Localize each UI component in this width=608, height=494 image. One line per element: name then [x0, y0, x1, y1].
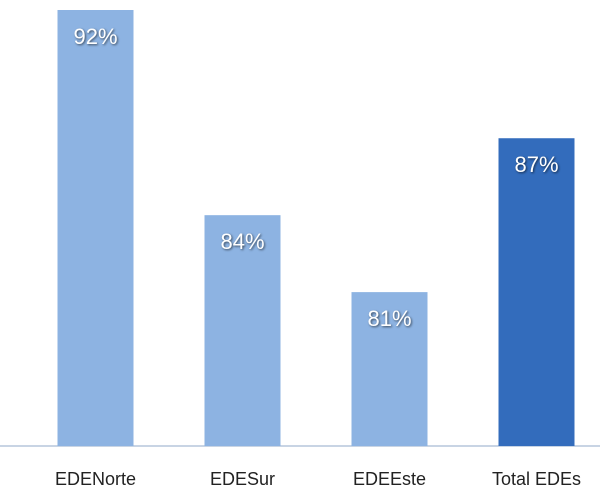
x-tick-label: EDESur: [210, 469, 275, 489]
bar: [351, 292, 428, 446]
bar: [57, 10, 134, 446]
value-label: 92%: [73, 24, 117, 49]
value-label: 84%: [220, 229, 264, 254]
bar: [204, 215, 281, 446]
value-label: 87%: [514, 152, 558, 177]
x-tick-label: Total EDEs: [492, 469, 581, 489]
x-tick-label: EDENorte: [55, 469, 136, 489]
bar: [498, 138, 575, 446]
value-label: 81%: [367, 306, 411, 331]
x-tick-label: EDEEste: [353, 469, 426, 489]
